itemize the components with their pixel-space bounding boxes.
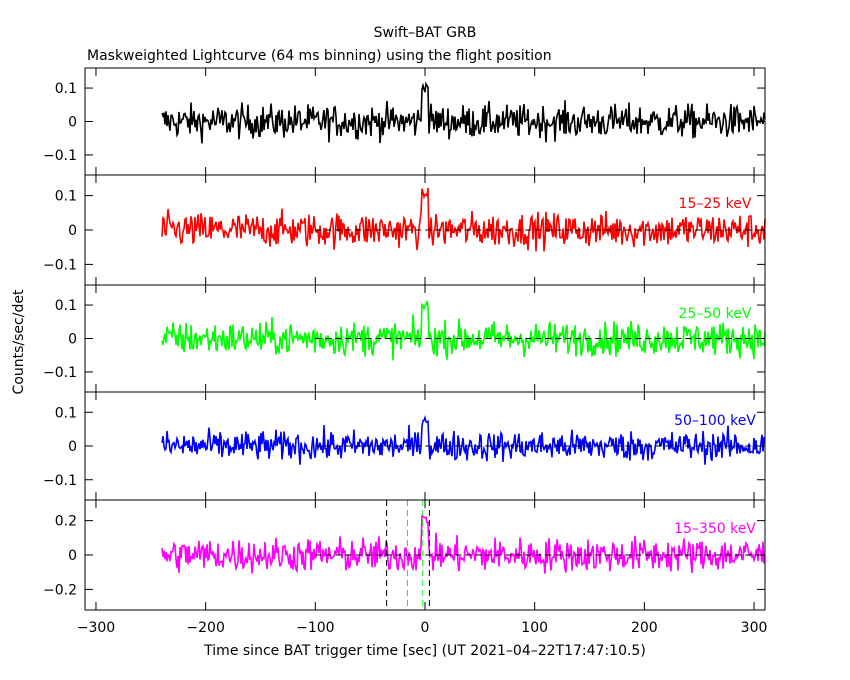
y-tick-label-3-3: 0.1: [55, 298, 77, 314]
y-tick-label-1-2: 0: [68, 115, 77, 131]
band-label-4: 50–100 keV: [674, 413, 756, 429]
y-axis-label: Counts/sec/det: [11, 289, 27, 394]
panels-group: −0.1 0 0.1 15–25 keV −0.1 0 0.1 25–50 keV −0.1 0 0…: [43, 67, 768, 636]
x-axis-label: Time since BAT trigger time [sec] (UT 20…: [203, 643, 646, 659]
panel-3: 25–50 keV −0.1 0 0.1: [43, 284, 766, 393]
y-tick-label-4-2: 0: [68, 439, 77, 455]
y-tick-label-3-2: 0: [68, 332, 77, 348]
y-tick-label-5-3: 0.2: [55, 514, 77, 530]
y-tick-label-2-1: −0.1: [43, 257, 77, 273]
y-tick-label-3-1: −0.1: [43, 365, 77, 381]
y-tick-label-4-1: −0.1: [43, 473, 77, 489]
y-tick-label-5-1: −0.2: [43, 582, 77, 598]
band-label-5: 15–350 keV: [674, 521, 756, 537]
y-tick-label-2-2: 0: [68, 223, 77, 239]
panel-1: −0.1 0 0.1: [43, 67, 766, 176]
series-line-4: [161, 415, 766, 465]
band-label-3: 25–50 keV: [679, 306, 752, 322]
panel-5: 15–350 keV −0.2 0 0.2: [43, 499, 766, 611]
x-tick-label-4: 0: [421, 620, 430, 636]
y-tick-label-4-3: 0.1: [55, 405, 77, 421]
panel-4: 50–100 keV −0.1 0 0.1: [43, 391, 766, 501]
series-line-1: [161, 81, 766, 144]
y-tick-label-1-1: −0.1: [43, 148, 77, 164]
y-tick-label-5-2: 0: [68, 548, 77, 564]
x-tick-label-3: −100: [296, 620, 334, 636]
x-tick-label-6: 200: [631, 620, 658, 636]
series-line-5: [161, 514, 766, 574]
y-tick-label-1-3: 0.1: [55, 81, 77, 97]
x-tick-label-7: 300: [741, 620, 768, 636]
y-tick-label-2-3: 0.1: [55, 189, 77, 205]
x-tick-label-5: 100: [521, 620, 548, 636]
band-label-2: 15–25 keV: [679, 196, 752, 212]
chart-title: Swift–BAT GRB: [374, 25, 477, 41]
x-tick-label-1: −300: [77, 620, 115, 636]
series-line-2: [161, 187, 766, 252]
chart-subtitle: Maskweighted Lightcurve (64 ms binning) …: [87, 48, 552, 64]
panel-2: 15–25 keV −0.1 0 0.1: [43, 174, 766, 286]
series-line-3: [161, 300, 766, 361]
x-tick-label-2: −200: [186, 620, 224, 636]
